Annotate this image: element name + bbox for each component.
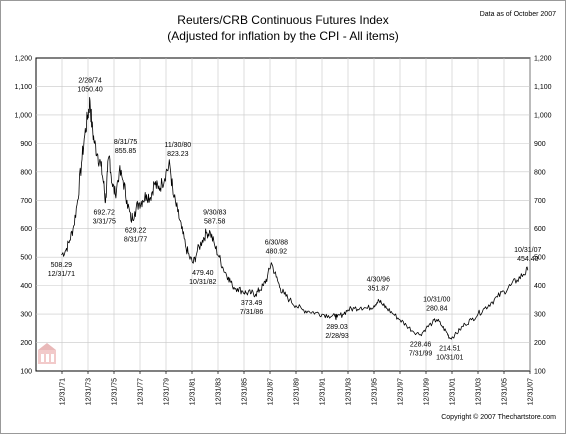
data-as-of-label: Data as of October 2007 [480, 11, 556, 18]
y-tick-label-right: 300 [534, 312, 546, 319]
y-tick-label-left: 1,200 [14, 56, 32, 63]
annotation-value: 479.40 [192, 270, 214, 277]
x-tick-label: 12/31/75 [112, 378, 119, 405]
annotations: 508.29 12/31/71 2/28/74 1050.40 692.72 3/31/7… [48, 78, 542, 362]
x-tick-label: 12/31/77 [138, 378, 145, 405]
annotation-value: 214.51 [439, 345, 461, 352]
annotation-date: 11/30/80 [164, 142, 191, 149]
x-tick-label: 12/31/91 [320, 378, 327, 405]
annotation-date: 2/28/93 [325, 333, 348, 340]
x-tick-label: 12/31/99 [424, 378, 431, 405]
x-tick-label: 12/31/97 [398, 378, 405, 405]
x-tick-label: 12/31/87 [268, 378, 275, 405]
y-tick-label-right: 200 [534, 340, 546, 347]
y-tick-label-left: 1,000 [14, 112, 32, 119]
y-tick-label-left: 200 [20, 340, 32, 347]
y-tick-label-left: 800 [20, 169, 32, 176]
annotation-value: 692.72 [94, 209, 116, 216]
annotation-date: 4/30/96 [367, 276, 390, 283]
y-tick-label-right: 600 [534, 226, 546, 233]
logo-icon [38, 343, 56, 364]
annotation-value: 855.85 [115, 148, 137, 155]
y-tick-label-right: 1,000 [534, 112, 552, 119]
y-axis-right: 1,200 1,100 1,000 900 800 700 600 500 400 300 200 1… [534, 56, 552, 376]
annotation-value: 351.87 [368, 285, 390, 292]
x-tick-label: 12/31/85 [242, 378, 249, 405]
annotation-value: 508.29 [51, 262, 73, 269]
grid-lines [36, 58, 531, 371]
x-tick-label: 12/31/73 [86, 378, 93, 405]
y-tick-label-left: 900 [20, 141, 32, 148]
annotation-value: 1050.40 [77, 87, 102, 94]
annotation-date: 3/31/75 [93, 218, 116, 225]
x-tick-label: 12/31/81 [190, 378, 197, 405]
y-tick-label-right: 100 [534, 369, 546, 376]
annotation-date: 7/31/86 [240, 309, 263, 316]
y-tick-label-right: 500 [534, 255, 546, 262]
x-tick-label: 12/31/05 [502, 378, 509, 405]
annotation-value: 454.40 [517, 256, 539, 263]
y-tick-label-left: 300 [20, 312, 32, 319]
x-tick-label: 12/31/07 [528, 378, 535, 405]
y-tick-label-left: 400 [20, 283, 32, 290]
x-tick-label: 12/31/01 [450, 378, 457, 405]
annotation-value: 823.23 [167, 151, 189, 158]
y-tick-label-left: 1,100 [14, 84, 32, 91]
annotation-date: 7/31/99 [409, 350, 432, 357]
annotation-date: 2/28/74 [78, 78, 101, 85]
annotation-date: 8/31/75 [114, 139, 137, 146]
annotation-date: 9/30/83 [203, 209, 226, 216]
y-tick-label-left: 500 [20, 255, 32, 262]
annotation-date: 10/31/01 [436, 354, 463, 361]
plot-area [35, 57, 531, 372]
annotation-date: 10/31/00 [423, 297, 450, 304]
annotation-value: 629.22 [125, 227, 147, 234]
y-tick-label-left: 100 [20, 369, 32, 376]
y-tick-label-right: 400 [534, 283, 546, 290]
copyright-label: Copyright © 2007 Thechartstore.com [441, 413, 556, 421]
annotation-value: 280.84 [426, 306, 448, 313]
annotation-value: 289.03 [326, 324, 348, 331]
x-tick-label: 12/31/89 [294, 378, 301, 405]
y-tick-label-right: 900 [534, 141, 546, 148]
y-tick-label-right: 700 [534, 198, 546, 205]
annotation-value: 587.58 [204, 218, 226, 225]
chart-subtitle: (Adjusted for inflation by the CPI - All… [167, 29, 398, 43]
y-tick-label-right: 1,200 [534, 56, 552, 63]
series-line [61, 97, 529, 340]
x-tick-label: 12/31/83 [216, 378, 223, 405]
annotation-value: 480.92 [266, 249, 288, 256]
annotation-value: 373.49 [241, 300, 263, 307]
x-tick-label: 12/31/95 [372, 378, 379, 405]
chart-title: Reuters/CRB Continuous Futures Index [177, 13, 388, 27]
x-axis: 12/31/71 12/31/73 12/31/75 12/31/77 12/31/79… [60, 371, 535, 405]
y-tick-label-left: 600 [20, 226, 32, 233]
y-tick-label-left: 700 [20, 198, 32, 205]
annotation-date: 10/31/07 [514, 247, 541, 254]
annotation-date: 10/31/82 [189, 279, 216, 286]
y-axis-left: 1,200 1,100 1,000 900 800 700 600 500 400 300 200 1… [14, 56, 32, 376]
annotation-date: 12/31/71 [48, 271, 75, 278]
x-tick-label: 12/31/03 [476, 378, 483, 405]
x-tick-label: 12/31/71 [60, 378, 67, 405]
y-tick-label-right: 1,100 [534, 84, 552, 91]
x-tick-label: 12/31/79 [164, 378, 171, 405]
annotation-date: 8/31/77 [124, 236, 147, 243]
x-tick-label: 12/31/93 [346, 378, 353, 405]
annotation-value: 228.46 [410, 341, 432, 348]
annotation-date: 6/30/88 [265, 240, 288, 247]
y-tick-label-right: 800 [534, 169, 546, 176]
